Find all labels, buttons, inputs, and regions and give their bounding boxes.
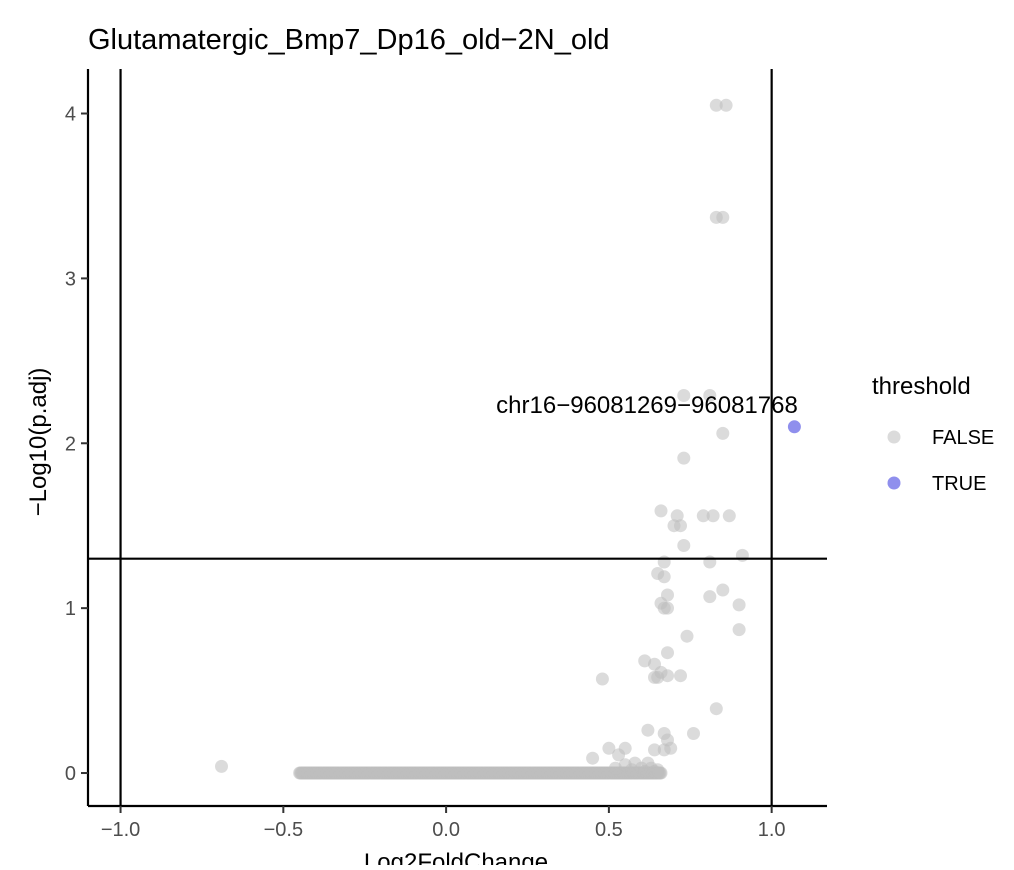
y-tick-label: 0 xyxy=(65,763,76,785)
data-point xyxy=(215,759,228,773)
data-point xyxy=(608,761,622,775)
data-point xyxy=(625,763,639,777)
legend-entries: FALSE TRUE xyxy=(887,427,994,495)
data-point xyxy=(716,210,730,224)
chart-title: Glutamatergic_Bmp7_Dp16_old−2N_old xyxy=(88,24,610,56)
data-point xyxy=(703,555,717,569)
x-tick-label: −1.0 xyxy=(101,819,140,841)
data-point xyxy=(657,743,671,757)
legend-label: FALSE xyxy=(932,427,994,449)
y-tick-label: 3 xyxy=(65,268,76,290)
data-point xyxy=(703,389,717,402)
data-point xyxy=(680,629,694,643)
data-point xyxy=(602,741,616,755)
data-point xyxy=(706,509,720,523)
data-point xyxy=(719,98,733,112)
x-axis-label: Log2FoldChange xyxy=(364,849,548,865)
point-annotation: chr16−96081269−96081768 xyxy=(496,392,798,419)
data-point xyxy=(661,646,674,660)
data-point xyxy=(716,426,730,440)
data-point xyxy=(677,451,691,465)
data-point xyxy=(674,669,687,683)
x-tick-label: −0.5 xyxy=(264,819,303,841)
data-point xyxy=(687,727,700,740)
data-point xyxy=(735,548,749,562)
data-point xyxy=(586,751,600,765)
data-point xyxy=(657,570,671,584)
y-tick-label: 4 xyxy=(65,104,76,126)
data-point xyxy=(638,654,652,668)
data-point xyxy=(722,509,736,523)
data-point xyxy=(595,672,609,686)
data-point xyxy=(648,743,661,757)
data-point xyxy=(677,539,691,552)
data-point xyxy=(709,702,723,716)
data-point xyxy=(709,98,723,112)
data-point xyxy=(648,764,661,778)
data-point xyxy=(677,389,691,402)
axes: −1.0 −0.5 0.0 0.5 1.0 0 1 2 3 4 xyxy=(65,69,827,841)
data-point xyxy=(661,669,674,683)
data-point xyxy=(732,623,746,637)
data-point xyxy=(638,764,652,778)
x-tick-label: 0.0 xyxy=(432,819,460,841)
data-point xyxy=(657,601,671,615)
data-point xyxy=(657,555,671,569)
data-point xyxy=(696,509,710,523)
points-layer xyxy=(215,98,801,780)
data-point xyxy=(670,509,684,523)
data-point xyxy=(641,723,655,737)
data-point xyxy=(732,598,746,612)
legend-key xyxy=(887,430,901,444)
y-axis-label: −Log10(p.adj) xyxy=(25,368,52,517)
y-tick-label: 2 xyxy=(65,433,76,455)
legend-key xyxy=(887,476,901,490)
data-point xyxy=(703,590,717,604)
data-point xyxy=(654,504,668,518)
significant-point xyxy=(787,420,801,434)
x-tick-label: 0.5 xyxy=(595,819,623,841)
x-tick-label: 1.0 xyxy=(758,819,786,841)
y-tick-label: 1 xyxy=(65,598,76,620)
data-point xyxy=(674,519,687,533)
legend: threshold FALSE TRUE xyxy=(872,373,994,495)
data-point xyxy=(716,583,730,597)
data-point xyxy=(651,670,665,684)
legend-label: TRUE xyxy=(932,473,986,495)
reference-lines xyxy=(88,69,827,806)
data-point xyxy=(612,748,626,762)
legend-title: threshold xyxy=(872,373,971,400)
